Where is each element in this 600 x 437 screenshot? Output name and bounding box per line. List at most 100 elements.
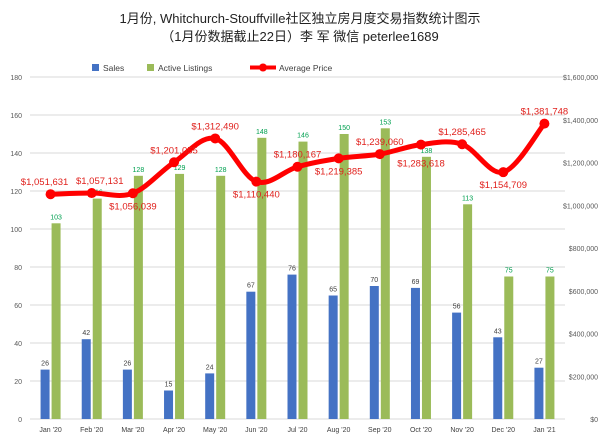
left-tick-label: 120 [10,189,22,196]
legend-swatch [92,64,99,71]
listings-label: 128 [133,167,145,174]
x-tick-label: Jul '20 [287,427,307,434]
right-tick-label: $600,000 [569,289,598,296]
right-tick-label: $1,000,000 [563,203,598,210]
average-price-point [127,188,138,199]
listings-bar [133,175,143,419]
sales-bar [246,291,256,419]
listings-label: 146 [297,133,309,140]
average-price-label: $1,219,385 [315,166,363,177]
left-tick-label: 20 [14,379,22,386]
sales-label: 26 [41,361,49,368]
listings-bar [421,156,431,420]
sales-bar [493,337,503,419]
listings-label: 150 [338,125,350,132]
sales-bar [452,312,462,419]
sales-label: 76 [288,266,296,273]
right-tick-label: $0 [590,417,598,424]
average-price-label: $1,057,131 [76,176,124,187]
listings-bar [298,141,308,419]
average-price-label: $1,283,618 [397,159,445,170]
right-tick-label: $400,000 [569,332,598,339]
sales-label: 69 [412,279,420,286]
average-price-label: $1,051,631 [21,177,69,188]
sales-bar [205,373,215,419]
left-tick-label: 100 [10,227,22,234]
sales-bar [410,287,420,419]
sales-label: 42 [82,330,90,337]
average-price-label: $1,180,167 [274,150,322,161]
right-tick-label: $1,200,000 [563,161,598,168]
listings-bar [51,223,61,419]
legend-swatch [147,64,154,71]
average-price-point [457,139,468,150]
left-tick-label: 80 [14,265,22,272]
sales-label: 65 [329,287,337,294]
listings-label: 153 [379,119,391,126]
listings-label: 129 [174,165,186,172]
right-tick-label: $1,400,000 [563,118,598,125]
average-price-point [210,133,221,144]
sales-label: 15 [165,382,173,389]
average-price-label: $1,312,490 [191,121,239,132]
listings-label: 138 [421,148,433,155]
sales-label: 70 [370,277,378,284]
sales-label: 26 [123,361,131,368]
listings-bar [257,137,267,420]
average-price-point [539,118,550,129]
x-tick-label: Dec '20 [492,427,516,434]
listings-bar [380,128,390,420]
x-tick-label: Jun '20 [245,427,267,434]
x-tick-label: Jan '21 [533,427,555,434]
average-price-point [169,157,180,168]
listings-label: 103 [50,214,62,221]
left-tick-label: 140 [10,151,22,158]
left-tick-label: 180 [10,75,22,82]
sales-label: 43 [494,328,502,335]
sales-bar [40,369,50,419]
listings-label: 113 [462,195,473,202]
average-price-point [374,149,385,160]
average-price-point [333,153,344,164]
listings-bar [92,198,102,419]
x-tick-label: Sep '20 [368,427,392,434]
listings-bar [175,173,185,419]
average-price-point [292,161,303,172]
average-price-point [86,188,97,199]
average-price-point [498,167,509,178]
chart-title: 1月份, Whitchurch-Stouffville社区独立房月度交易指数统计… [119,11,481,26]
listings-bar [216,175,226,419]
sales-bar [534,367,544,419]
x-tick-label: Aug '20 [327,427,351,434]
x-tick-label: Jan '20 [39,427,61,434]
sales-bar [122,369,132,419]
listings-label: 128 [215,167,227,174]
sales-label: 27 [535,359,543,366]
listings-label: 148 [256,129,268,136]
listings-bar [339,134,349,419]
average-price-label: $1,285,465 [438,127,486,138]
average-price-label: $1,110,440 [233,190,280,201]
average-price-point [251,176,262,187]
legend-marker [259,63,267,72]
average-price-point [415,139,426,150]
average-price-label: $1,056,039 [109,201,157,212]
sales-bar [328,295,338,419]
legend-label: Sales [103,63,124,73]
listings-bar [504,276,514,419]
average-price-label: $1,201,055 [150,145,198,156]
listings-label: 75 [505,268,513,275]
x-tick-label: Nov '20 [450,427,474,434]
legend-label: Active Listings [158,63,212,73]
sales-bar [369,286,379,419]
listings-label: 75 [546,268,554,275]
x-tick-label: May '20 [203,427,227,434]
x-tick-label: Mar '20 [121,427,144,434]
x-tick-label: Feb '20 [80,427,103,434]
sales-bar [164,390,174,419]
average-price-label: $1,381,748 [521,107,569,118]
average-price-label: $1,239,060 [356,137,404,148]
sales-bar [81,339,91,419]
